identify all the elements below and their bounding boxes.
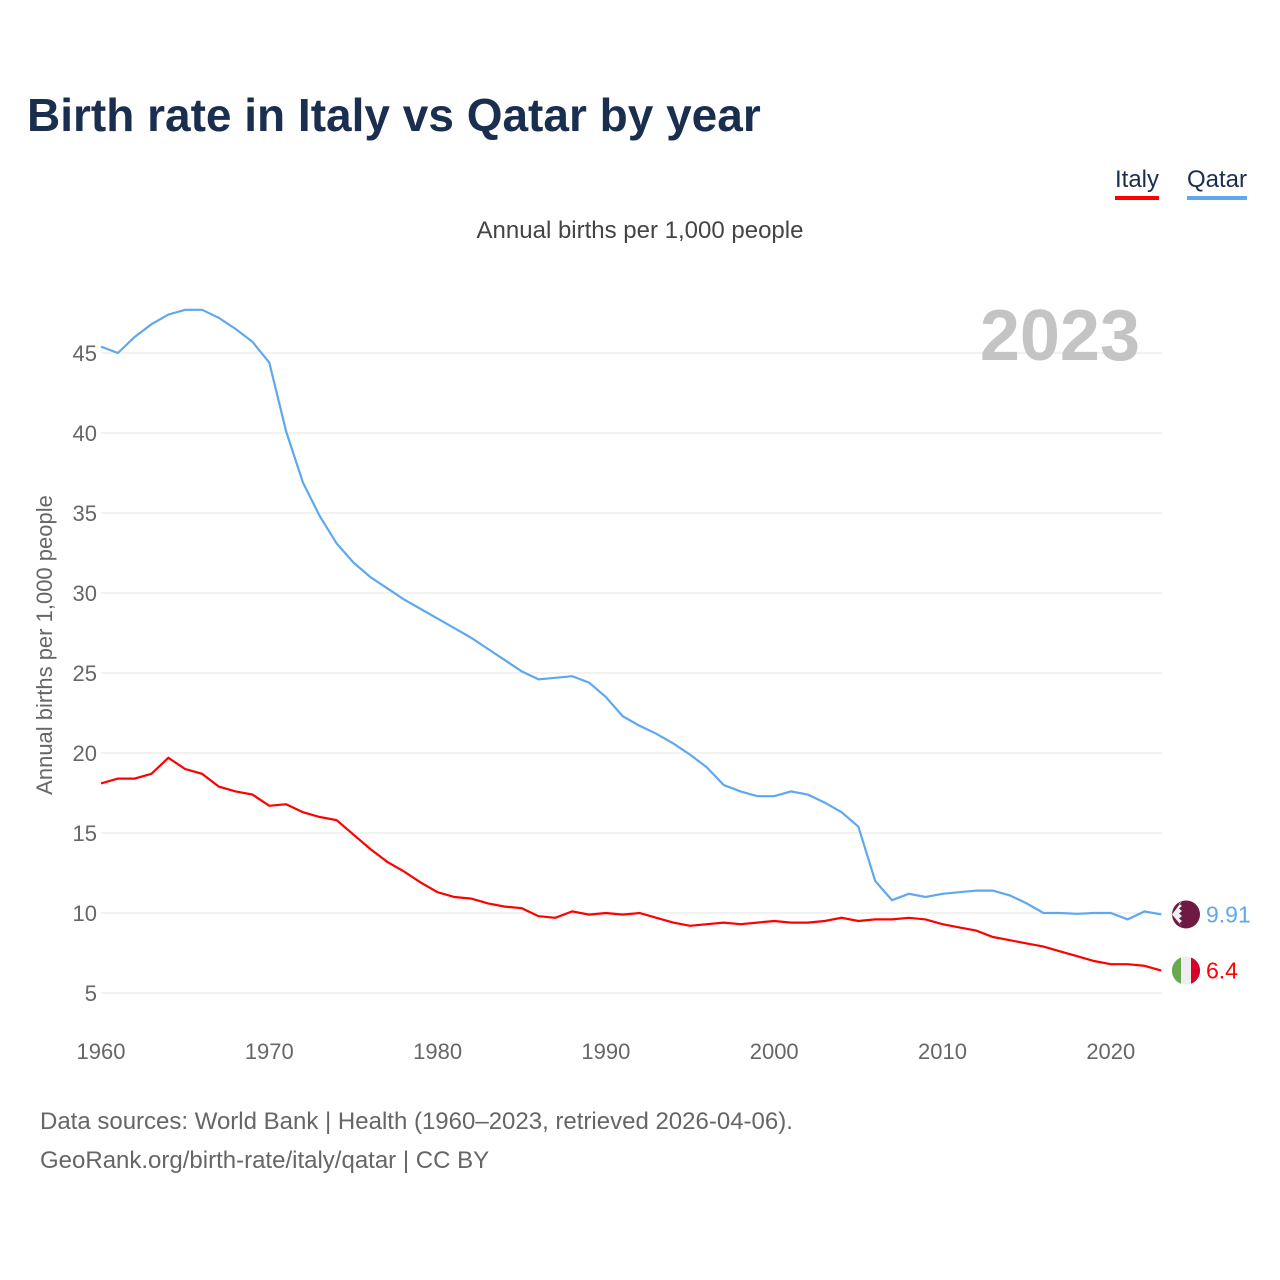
italy-flag-green	[1171, 957, 1181, 984]
x-tick-label: 1980	[413, 1039, 462, 1064]
series-line-italy	[100, 756, 1162, 972]
end-value-label-qatar: 9.91	[1206, 901, 1251, 927]
x-tick-label: 2000	[750, 1039, 799, 1064]
x-tick-label: 1960	[77, 1039, 126, 1064]
y-tick-label: 10	[73, 901, 97, 926]
y-axis-label: Annual births per 1,000 people	[32, 495, 57, 795]
x-tick-label: 2020	[1086, 1039, 1135, 1064]
legend-italy[interactable]: Italy	[1115, 166, 1160, 200]
y-tick-label: 5	[85, 981, 97, 1006]
chart-title: Birth rate in Italy vs Qatar by year	[27, 89, 761, 141]
y-tick-label: 15	[73, 821, 97, 846]
y-tick-label: 25	[73, 661, 97, 686]
chart-subtitle: Annual births per 1,000 people	[476, 217, 804, 244]
italy-flag-red	[1191, 957, 1201, 984]
legend-qatar[interactable]: Qatar	[1187, 166, 1248, 200]
y-tick-label: 45	[73, 341, 97, 366]
footer-link[interactable]: GeoRank.org/birth-rate/italy/qatar | CC …	[40, 1147, 490, 1174]
series-line-qatar	[100, 308, 1162, 921]
y-tick-label: 20	[73, 741, 97, 766]
end-value-label-italy: 6.4	[1206, 958, 1238, 984]
x-tick-label: 1990	[581, 1039, 630, 1064]
y-tick-label: 30	[73, 581, 97, 606]
qatar-flag-white	[1172, 901, 1182, 927]
y-tick-label: 35	[73, 501, 97, 526]
footer-source: Data sources: World Bank | Health (1960–…	[40, 1108, 793, 1135]
x-tick-label: 1970	[245, 1039, 294, 1064]
year-label: 2023	[980, 296, 1140, 376]
y-tick-label: 40	[73, 421, 97, 446]
x-tick-label: 2010	[918, 1039, 967, 1064]
